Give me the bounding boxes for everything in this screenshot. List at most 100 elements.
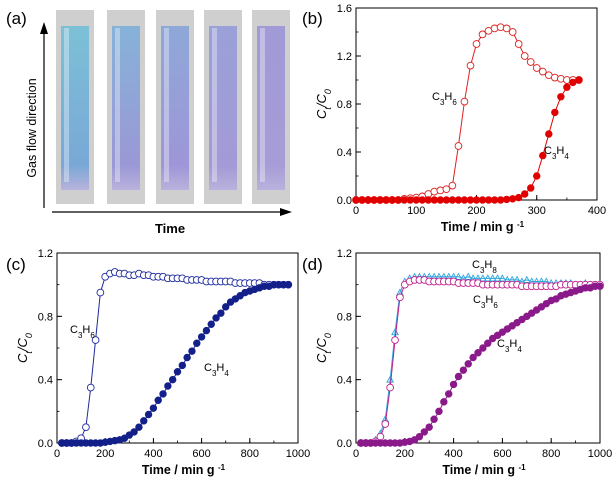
y-tick-label: 0.4: [337, 375, 352, 387]
data-point-c3h4: [188, 347, 196, 355]
y-tick-label: 1.2: [38, 248, 53, 260]
data-point-c3h6: [538, 67, 547, 76]
data-point-c3h4: [217, 309, 225, 317]
glass-highlight: [212, 28, 217, 182]
y-tick-label: 0.8: [337, 99, 352, 111]
x-tick-label: 1000: [588, 448, 612, 460]
series-line-c3h6: [61, 271, 289, 444]
time-label: Time: [155, 221, 185, 236]
data-point-c3h6: [448, 181, 457, 190]
data-point-c3h4: [459, 366, 468, 374]
data-point-c3h4: [207, 320, 215, 328]
data-point-c3h4: [596, 282, 604, 290]
data-point-c3h6: [96, 288, 105, 297]
x-tick-label: 200: [396, 448, 414, 460]
data-point-c3h4: [135, 423, 143, 431]
panel-b-letter: (b): [302, 9, 323, 28]
data-point-c3h6: [460, 97, 469, 106]
data-point-c3h6: [502, 24, 511, 33]
x-tick-label: 200: [96, 448, 114, 460]
data-point-c3h4: [168, 375, 177, 384]
series-line-c3h6: [356, 26, 579, 201]
series-line-c3h4: [356, 79, 580, 201]
data-point-c3h4: [557, 93, 565, 101]
label-c3h8: C3H8: [472, 259, 497, 275]
x-tick-label: 400: [444, 448, 462, 460]
flow-arrow-head: [40, 22, 48, 34]
data-point-c3h4: [464, 360, 472, 368]
data-point-c3h4: [183, 353, 191, 362]
data-point-c3h4: [539, 151, 547, 160]
data-point-c3h4: [445, 390, 453, 398]
data-point-c3h4: [420, 428, 429, 436]
panel-c-letter: (c): [6, 255, 26, 274]
y-tick-label: 1.2: [337, 248, 352, 260]
data-point-c3h4: [527, 184, 535, 192]
label-c3h4: C3H4: [497, 338, 522, 354]
data-point-c3h4: [479, 344, 487, 352]
y-tick-label: 0.0: [337, 195, 352, 207]
panel-c-chart: (c) 0 200 400 600 800 1000 0.0 0.4 0.8 1.2 Time / …: [6, 248, 310, 477]
y-tick-label: 0.0: [337, 438, 352, 450]
panel-b-chart: (b) 0 100 200 300 400 0.0 0.4 0.8 1.2 1.6 Time / m…: [302, 3, 606, 234]
data-point-c3h6: [391, 336, 399, 344]
x-tick-label: 800: [241, 448, 259, 460]
x-tick-label: 600: [192, 448, 210, 460]
label-c3h6: C3H6: [473, 294, 498, 310]
data-point-c3h4: [222, 303, 230, 311]
data-point-c3h6: [472, 40, 481, 48]
data-point-c3h4: [130, 428, 138, 436]
panel-d-letter: (d): [302, 255, 323, 274]
y-axis-label: Ct/C0: [314, 89, 333, 119]
x-tick-label: 0: [353, 448, 359, 460]
y-axis-label: Ct/C0: [314, 333, 333, 363]
data-point-c3h4: [425, 423, 433, 431]
panel-d-chart: (d) 0 200 400 600 800 1000 0.0 0.4 0.8 1.2 Time / …: [302, 248, 612, 477]
data-point-c3h6: [91, 336, 100, 344]
y-axis-label: Ct/C0: [15, 333, 34, 363]
data-point-c3h4: [149, 404, 158, 412]
label-c3h6: C3H6: [432, 91, 457, 107]
y-tick-label: 0.4: [337, 147, 352, 159]
data-point-c3h4: [144, 410, 153, 419]
x-axis-label: Time / min g -1: [142, 463, 226, 478]
data-point-c3h6: [381, 420, 390, 428]
plot-frame: [355, 7, 598, 201]
adsorbent-bed: [209, 26, 237, 190]
data-point-c3h6: [376, 432, 385, 441]
label-c3h4: C3H4: [544, 145, 569, 161]
data-point-c3h4: [430, 415, 438, 423]
series-line-c3h4: [360, 285, 600, 444]
adsorbent-bed: [161, 26, 189, 190]
data-point-c3h6: [526, 58, 535, 66]
data-point-c3h4: [484, 339, 492, 347]
data-point-c3h4: [159, 390, 167, 398]
data-point-c3h6: [454, 142, 463, 150]
data-point-c3h4: [545, 130, 553, 138]
panel-a-letter: (a): [6, 9, 27, 28]
data-point-c3h6: [466, 61, 475, 70]
data-point-c3h4: [173, 368, 182, 376]
y-tick-label: 0.8: [337, 311, 352, 323]
data-point-c3h4: [563, 83, 571, 91]
data-point-c3h4: [415, 432, 424, 441]
time-arrow-head: [280, 208, 292, 216]
x-tick-label: 600: [493, 448, 511, 460]
data-point-c3h8: [391, 328, 400, 336]
adsorbent-bed: [112, 26, 140, 190]
x-tick-label: 1000: [286, 448, 310, 460]
data-point-c3h4: [454, 372, 463, 381]
panel-a: (a) Gas flow direction Time: [6, 6, 295, 236]
data-point-c3h4: [551, 108, 559, 117]
data-point-c3h6: [514, 40, 523, 48]
y-tick-label: 0.8: [38, 311, 53, 323]
data-point-c3h6: [82, 423, 90, 432]
x-tick-label: 400: [588, 205, 606, 217]
tube-photo: [56, 10, 290, 204]
data-point-c3h4: [440, 398, 448, 406]
flow-direction-label: Gas flow direction: [25, 78, 39, 177]
data-point-c3h4: [435, 407, 443, 416]
x-tick-label: 200: [467, 205, 485, 217]
data-point-c3h4: [508, 195, 517, 203]
data-point-c3h6: [86, 383, 95, 392]
